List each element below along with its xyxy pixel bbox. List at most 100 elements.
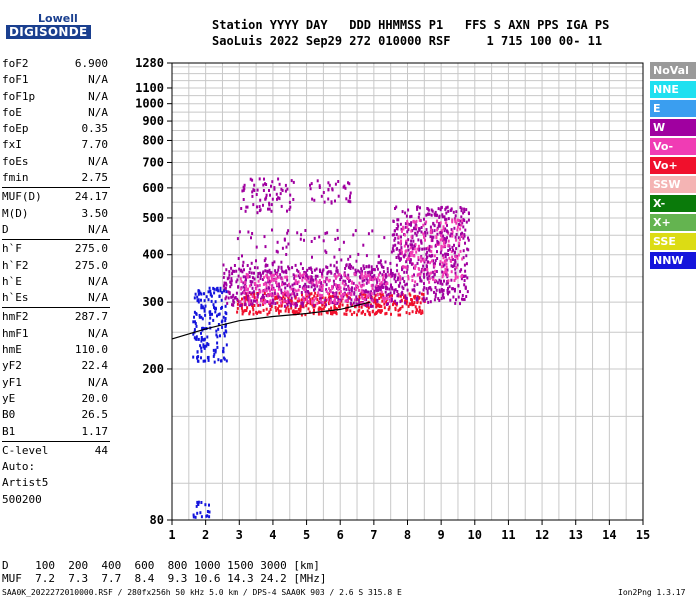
echo-point xyxy=(300,233,303,237)
echo-point xyxy=(287,229,290,233)
echo-point xyxy=(305,304,308,308)
echo-point xyxy=(425,272,428,276)
echo-point xyxy=(202,359,205,363)
echo-point xyxy=(280,303,283,307)
profile-curve xyxy=(171,301,371,340)
echo-point xyxy=(347,273,350,277)
echo-point xyxy=(322,239,325,243)
echo-point xyxy=(352,266,355,270)
echo-point xyxy=(347,296,350,300)
echo-point xyxy=(406,222,409,226)
echo-point xyxy=(223,284,225,288)
echo-point xyxy=(206,510,209,513)
echo-point xyxy=(293,276,296,280)
echo-point xyxy=(340,258,343,262)
echo-point xyxy=(233,264,236,267)
echo-point xyxy=(268,268,271,272)
echo-point xyxy=(376,267,379,271)
echo-point xyxy=(296,303,298,307)
echo-point xyxy=(264,269,267,273)
echo-point xyxy=(424,267,427,271)
echo-point xyxy=(446,230,449,234)
echo-point xyxy=(277,275,280,279)
echo-point xyxy=(194,292,197,296)
echo-point xyxy=(329,295,332,299)
param-value: N/A xyxy=(88,326,108,340)
echo-point xyxy=(255,193,258,196)
x-tick-label: 3 xyxy=(236,528,243,542)
echo-point xyxy=(402,254,405,258)
echo-point xyxy=(371,278,374,282)
echo-point xyxy=(439,208,442,212)
echo-point xyxy=(451,218,454,222)
echo-point xyxy=(200,349,203,353)
echo-point xyxy=(331,312,334,316)
echo-point xyxy=(428,254,431,258)
echo-point xyxy=(440,244,443,248)
echo-point xyxy=(342,279,345,283)
echo-point xyxy=(314,303,317,307)
echo-point xyxy=(320,281,323,285)
echo-point xyxy=(326,277,329,281)
echo-point xyxy=(387,302,389,306)
echo-point xyxy=(442,288,445,292)
echo-point xyxy=(264,257,267,261)
echo-point xyxy=(250,261,253,265)
echo-point xyxy=(435,288,438,292)
echo-point xyxy=(340,274,342,278)
echo-point xyxy=(394,288,397,292)
param-row: foEp 0.35 xyxy=(2,121,110,137)
echo-point xyxy=(225,295,228,299)
echo-point xyxy=(345,312,348,316)
echo-point xyxy=(321,271,323,275)
echo-point xyxy=(380,263,383,267)
echo-point xyxy=(436,281,439,285)
legend-item-vo-minus: Vo- xyxy=(650,138,696,155)
echo-point xyxy=(217,327,220,331)
echo-point xyxy=(334,237,337,241)
echo-point xyxy=(461,234,464,238)
echo-point xyxy=(305,285,308,289)
echo-point xyxy=(196,299,199,303)
echo-point xyxy=(266,263,269,267)
echo-point xyxy=(317,308,320,312)
echo-point xyxy=(209,289,212,293)
echo-point xyxy=(354,268,357,272)
echo-point xyxy=(200,303,203,307)
echo-point xyxy=(217,289,220,293)
echo-point xyxy=(212,303,215,307)
echo-point xyxy=(381,283,384,286)
echo-point xyxy=(430,271,433,275)
echo-point xyxy=(269,193,271,197)
echo-point xyxy=(253,299,255,303)
echo-point xyxy=(281,300,284,304)
echo-point xyxy=(327,279,330,283)
echo-point xyxy=(216,335,219,339)
echo-point xyxy=(240,292,243,296)
param-name: foEp xyxy=(2,122,29,136)
echo-point xyxy=(399,252,402,256)
echo-point xyxy=(285,245,288,249)
echo-point xyxy=(248,291,251,295)
echo-point xyxy=(213,287,216,291)
echo-point xyxy=(265,196,268,200)
echo-point xyxy=(441,275,444,279)
echo-point xyxy=(312,278,315,282)
echo-point xyxy=(269,308,272,311)
echo-point xyxy=(270,305,273,308)
echo-point xyxy=(219,334,221,338)
echo-point xyxy=(215,333,218,337)
echo-point xyxy=(331,285,333,289)
echo-point xyxy=(450,264,453,268)
echo-point xyxy=(375,305,378,309)
echo-point xyxy=(309,299,311,303)
echo-point xyxy=(357,298,360,302)
echo-point xyxy=(318,184,321,188)
echo-point xyxy=(430,245,433,249)
echo-point xyxy=(414,266,416,270)
echo-point xyxy=(224,311,227,315)
echo-point xyxy=(410,302,413,305)
echo-point xyxy=(381,299,384,303)
echo-point xyxy=(397,224,400,228)
echo-point xyxy=(396,222,399,226)
